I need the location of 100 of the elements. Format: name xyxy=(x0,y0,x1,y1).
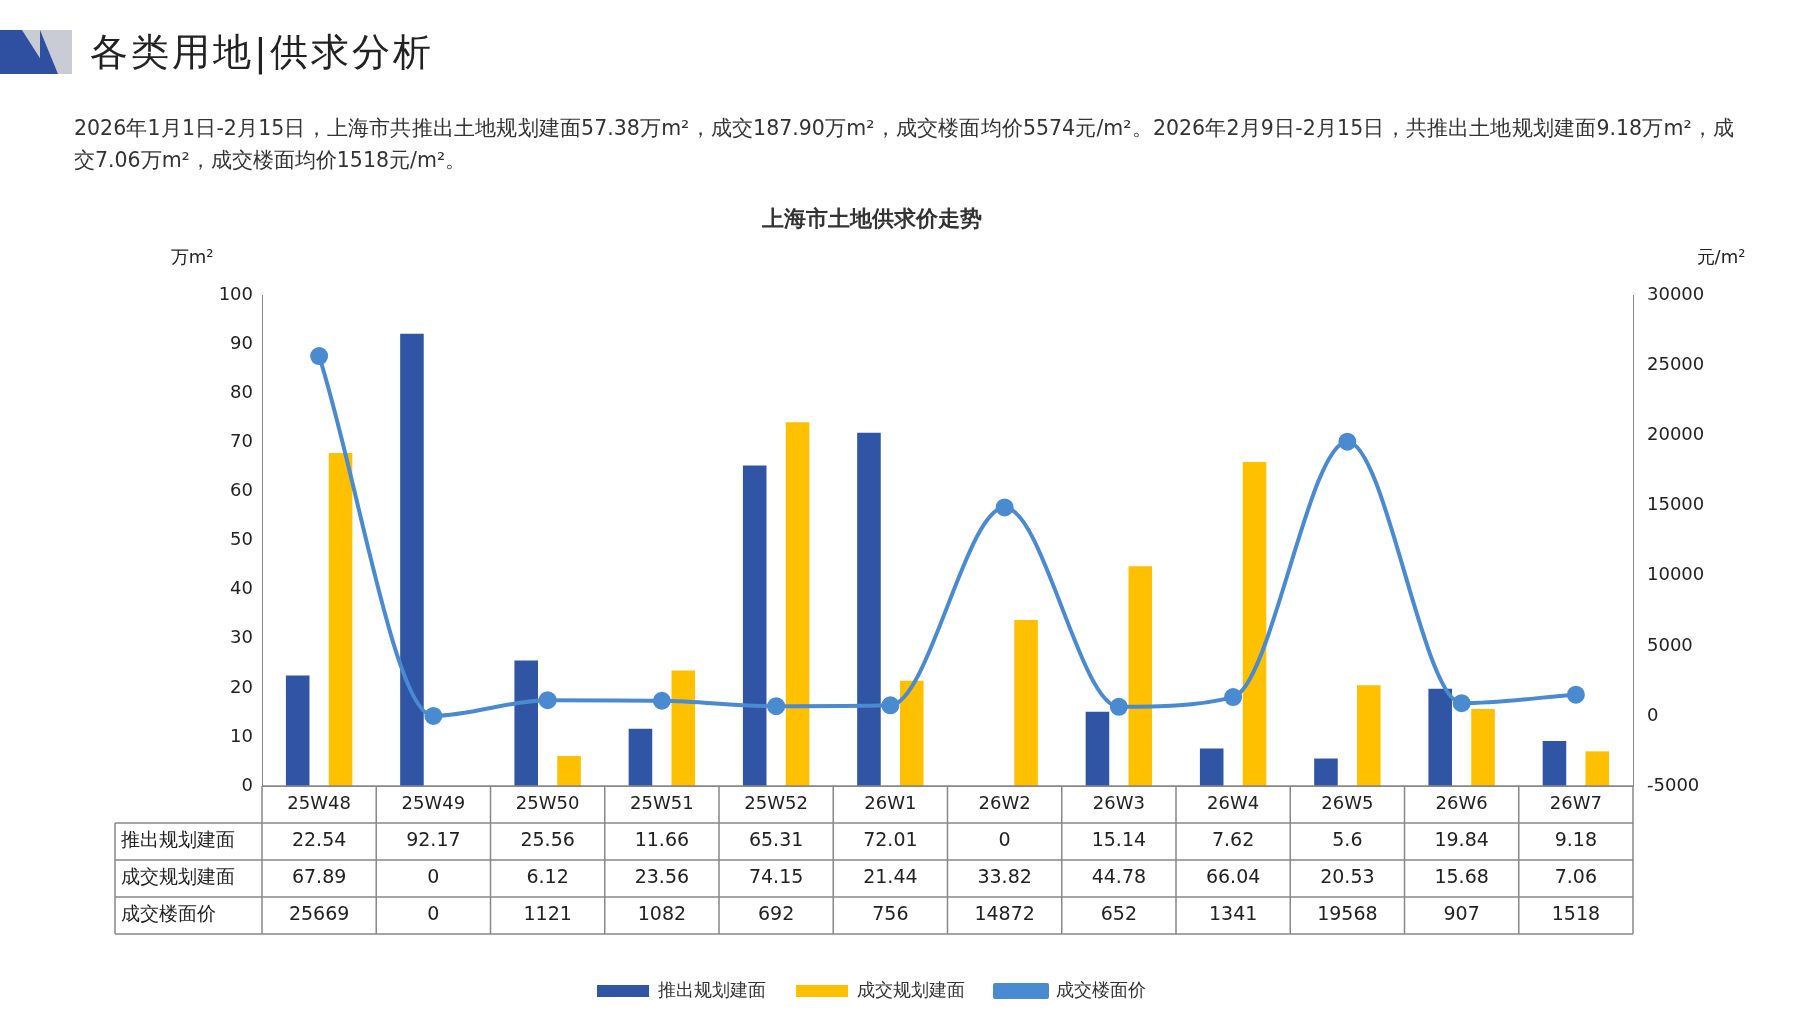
bar xyxy=(1014,620,1038,786)
x-tick-label: 25W49 xyxy=(401,792,466,814)
bar xyxy=(1128,566,1153,786)
bar xyxy=(514,660,538,786)
legend-label: 推出规划建面 xyxy=(658,978,766,1000)
y2-tick-label: -5000 xyxy=(1647,773,1700,795)
x-tick-label: 25W51 xyxy=(630,792,694,814)
bar xyxy=(1085,711,1110,786)
chart-subtitle: 2026年1月1日-2月15日，上海市共推出土地规划建面57.38万m²，成交187.90万m²，成交楼面均价5574元/m²。2026年2月9日-2月15日，共推出土地规划建面9.18万m²，成交7.06万m²，成交楼面均价1518元/m²。 xyxy=(74,115,1734,174)
point xyxy=(310,347,329,366)
y-tick-label: 90 xyxy=(230,332,253,354)
text: 推出规划建面 xyxy=(121,828,235,851)
point xyxy=(1109,697,1128,716)
data-label: 692 xyxy=(757,902,795,925)
x-tick-label: 26W7 xyxy=(1549,792,1602,814)
data-label: 23.56 xyxy=(634,865,690,888)
data-label: 33.82 xyxy=(977,865,1032,888)
y2-axis-title: 元/m² xyxy=(1696,246,1746,268)
y2-tick-label: 5000 xyxy=(1647,633,1693,655)
y-tick-label: 0 xyxy=(241,773,253,795)
chart-title: 上海市土地供求价走势 xyxy=(760,205,982,231)
y2-tick-label: 10000 xyxy=(1647,563,1705,585)
data-label: 907 xyxy=(1443,902,1480,925)
y-tick-label: 100 xyxy=(218,283,253,305)
data-label: 15.14 xyxy=(1091,828,1147,851)
y-tick-label: 80 xyxy=(230,381,253,403)
data-label: 1518 xyxy=(1551,902,1601,925)
point xyxy=(1338,432,1357,451)
data-label: 21.44 xyxy=(863,865,918,888)
data-label: 72.01 xyxy=(863,828,918,851)
y-tick-label: 60 xyxy=(230,479,253,501)
x-tick-label: 26W3 xyxy=(1092,792,1145,814)
data-label: 25669 xyxy=(288,902,350,925)
x-tick-label: 26W2 xyxy=(978,792,1031,814)
point xyxy=(881,696,900,715)
bar xyxy=(1471,709,1495,786)
data-label: 0 xyxy=(427,902,440,925)
data-label: 1121 xyxy=(523,902,572,925)
data-label: 756 xyxy=(872,902,909,925)
y-tick-label: 10 xyxy=(230,724,253,746)
data-label: 20.53 xyxy=(1320,865,1375,888)
data-label: 7.06 xyxy=(1554,865,1598,888)
data-label: 1082 xyxy=(637,902,687,925)
x-tick-label: 25W50 xyxy=(515,792,580,814)
point xyxy=(1452,694,1471,713)
data-label: 66.04 xyxy=(1205,865,1261,888)
y2-tick-label: 0 xyxy=(1647,703,1659,725)
y-tick-label: 40 xyxy=(230,577,253,599)
y-tick-label: 30 xyxy=(230,626,253,648)
point xyxy=(538,691,557,710)
x-tick-label: 26W5 xyxy=(1321,792,1374,814)
x-tick-label: 25W52 xyxy=(744,792,808,814)
bar xyxy=(628,728,653,786)
y-tick-label: 70 xyxy=(230,430,253,452)
x-tick-label: 26W6 xyxy=(1435,792,1488,814)
y2-tick-label: 20000 xyxy=(1647,423,1705,445)
data-label: 5.6 xyxy=(1332,828,1363,851)
text: 成交楼面价 xyxy=(121,902,216,925)
data-label: 0 xyxy=(427,865,440,888)
bar xyxy=(900,680,924,786)
y-axis-title: 万m² xyxy=(170,246,214,268)
bar xyxy=(400,333,424,786)
legend-label: 成交规划建面 xyxy=(857,978,965,1000)
data-label: 0 xyxy=(998,828,1011,851)
bar xyxy=(285,675,310,786)
data-label: 14872 xyxy=(974,902,1035,925)
bar xyxy=(557,755,581,786)
point xyxy=(767,697,786,716)
text: 成交规划建面 xyxy=(121,865,235,888)
bar xyxy=(328,452,353,786)
data-label: 74.15 xyxy=(748,865,804,888)
bar xyxy=(857,432,881,786)
bar xyxy=(785,422,810,786)
y2-tick-label: 15000 xyxy=(1647,493,1705,515)
data-label: 44.78 xyxy=(1091,865,1147,888)
bar xyxy=(1314,758,1338,786)
text: 各类用地|供求分析 xyxy=(90,28,434,77)
data-label: 25.56 xyxy=(520,828,575,851)
point xyxy=(1566,685,1585,704)
bar xyxy=(742,465,767,786)
data-label: 11.66 xyxy=(634,828,690,851)
bar xyxy=(1585,751,1610,786)
bar xyxy=(1242,462,1267,786)
data-label: 1341 xyxy=(1208,902,1258,925)
point xyxy=(652,691,671,710)
bar xyxy=(1199,748,1224,786)
x-tick-label: 26W4 xyxy=(1207,792,1260,814)
y2-tick-label: 25000 xyxy=(1647,353,1705,375)
x-tick-label: 26W1 xyxy=(864,792,917,814)
point xyxy=(1224,688,1243,707)
x-tick-label: 25W48 xyxy=(287,792,351,814)
data-label: 19568 xyxy=(1317,902,1378,925)
legend-label: 成交楼面价 xyxy=(1056,978,1146,1000)
bar xyxy=(1428,688,1452,786)
bar xyxy=(1542,740,1567,786)
data-label: 65.31 xyxy=(748,828,804,851)
data-label: 6.12 xyxy=(526,865,569,888)
y-tick-label: 50 xyxy=(230,528,253,550)
bar xyxy=(1357,685,1381,786)
data-label: 19.84 xyxy=(1434,828,1489,851)
